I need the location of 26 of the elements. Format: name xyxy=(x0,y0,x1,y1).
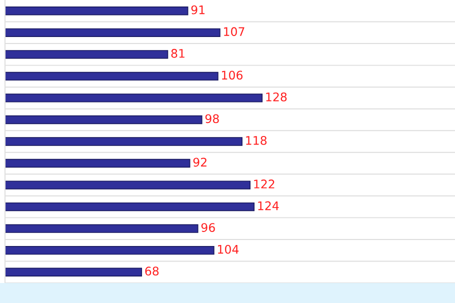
data-label: 91 xyxy=(191,5,205,14)
bar xyxy=(5,72,218,81)
data-label: 92 xyxy=(193,158,206,167)
bar xyxy=(5,268,142,276)
data-label: 124 xyxy=(258,201,279,210)
data-label: 128 xyxy=(266,92,287,102)
data-label: 98 xyxy=(205,114,219,124)
bar xyxy=(5,28,220,37)
bar xyxy=(5,180,251,190)
data-label: 68 xyxy=(145,266,159,276)
bar xyxy=(5,246,214,255)
data-label: 104 xyxy=(218,244,239,254)
bar xyxy=(5,50,168,59)
bar xyxy=(5,115,202,124)
bar xyxy=(5,6,188,16)
bar xyxy=(5,94,263,102)
data-label: 81 xyxy=(171,48,184,58)
bar xyxy=(5,224,198,233)
data-label: 96 xyxy=(201,223,215,232)
data-label: 106 xyxy=(222,70,243,80)
bar xyxy=(5,158,190,168)
data-label: 122 xyxy=(254,180,274,188)
bar xyxy=(5,137,242,146)
data-label: 107 xyxy=(224,27,244,36)
data-label: 118 xyxy=(246,136,267,145)
bar xyxy=(5,202,255,212)
